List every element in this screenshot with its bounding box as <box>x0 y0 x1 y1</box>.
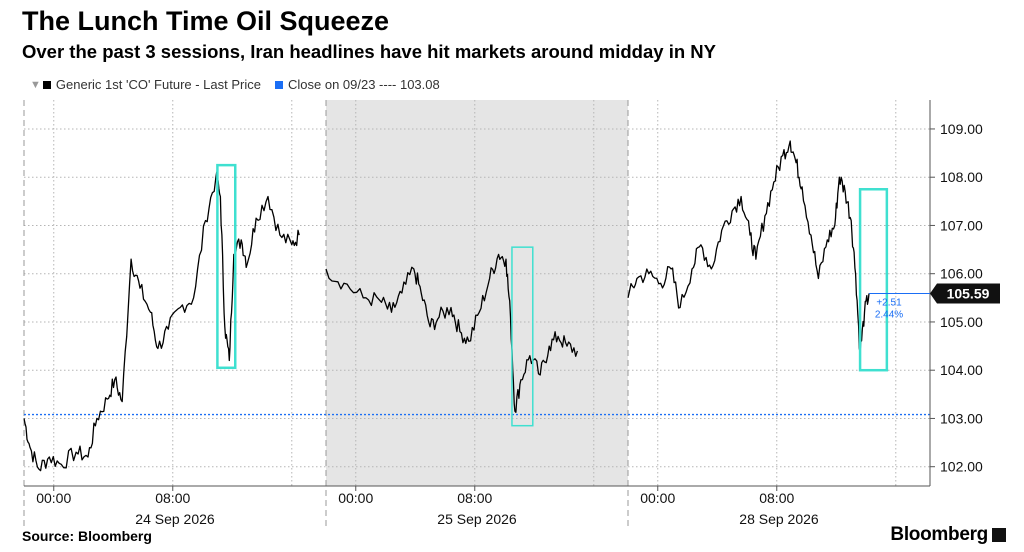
series-layer <box>23 140 870 472</box>
x-tick-label: 00:00 <box>640 490 675 506</box>
shaded-session-1 <box>326 100 628 486</box>
y-tick-label: 108.00 <box>940 169 983 185</box>
y-tick-label: 106.00 <box>940 266 983 282</box>
legend-item-price: ▼ Generic 1st 'CO' Future - Last Price <box>30 77 261 92</box>
change-annotation: +2.51 <box>876 297 902 308</box>
annotation-layer: 105.59 +2.512.44% <box>869 283 1000 320</box>
price-line-session-2 <box>627 140 870 354</box>
session-date-label: 28 Sep 2026 <box>739 511 819 527</box>
x-tick-label: 00:00 <box>338 490 373 506</box>
legend-swatch-reference <box>274 80 283 89</box>
chart-subtitle: Over the past 3 sessions, Iran headlines… <box>22 41 716 62</box>
x-tick-label: 00:00 <box>36 490 71 506</box>
brand-logo: Bloomberg <box>890 524 988 545</box>
source-note: Source: Bloomberg <box>22 528 152 544</box>
highlight-box-0 <box>216 163 237 370</box>
price-line-session-1 <box>325 253 579 413</box>
y-tick-label: 105.00 <box>940 314 983 330</box>
bloomberg-terminal-icon <box>992 528 1006 542</box>
highlight-box-layer <box>216 163 889 427</box>
legend-swatch-price <box>42 80 51 89</box>
legend-label-reference: Close on 09/23 ---- 103.08 <box>287 77 440 92</box>
y-tick-label: 107.00 <box>940 217 983 233</box>
price-line-session-0 <box>23 171 300 472</box>
y-tick-label: 104.00 <box>940 362 983 378</box>
legend-item-reference: Close on 09/23 ---- 103.08 <box>269 77 440 92</box>
legend: ▼ Generic 1st 'CO' Future - Last Price C… <box>30 77 448 92</box>
last-value-tag <box>930 283 1000 304</box>
y-tick-label: 102.00 <box>940 459 983 475</box>
chart-title: The Lunch Time Oil Squeeze <box>22 6 390 36</box>
grid-layer <box>23 100 930 526</box>
x-tick-label: 08:00 <box>759 490 794 506</box>
last-value-label: 105.59 <box>947 285 990 301</box>
x-tick-label: 08:00 <box>155 490 190 506</box>
highlight-box-2 <box>858 188 889 372</box>
axis-layer: 102.00 103.00 104.00 105.00 106.00 107.00 108.… <box>24 100 983 527</box>
shaded-session-layer <box>326 100 628 486</box>
session-date-label: 25 Sep 2026 <box>437 511 517 527</box>
highlight-box-1 <box>511 246 534 427</box>
y-tick-label: 103.00 <box>940 410 983 426</box>
x-tick-label: 08:00 <box>457 490 492 506</box>
y-tick-label: 109.00 <box>940 121 983 137</box>
change-annotation: 2.44% <box>875 309 903 320</box>
session-date-label: 24 Sep 2026 <box>135 511 215 527</box>
legend-pin-icon: ▼ <box>30 78 41 91</box>
legend-label-price: Generic 1st 'CO' Future - Last Price <box>55 77 261 92</box>
